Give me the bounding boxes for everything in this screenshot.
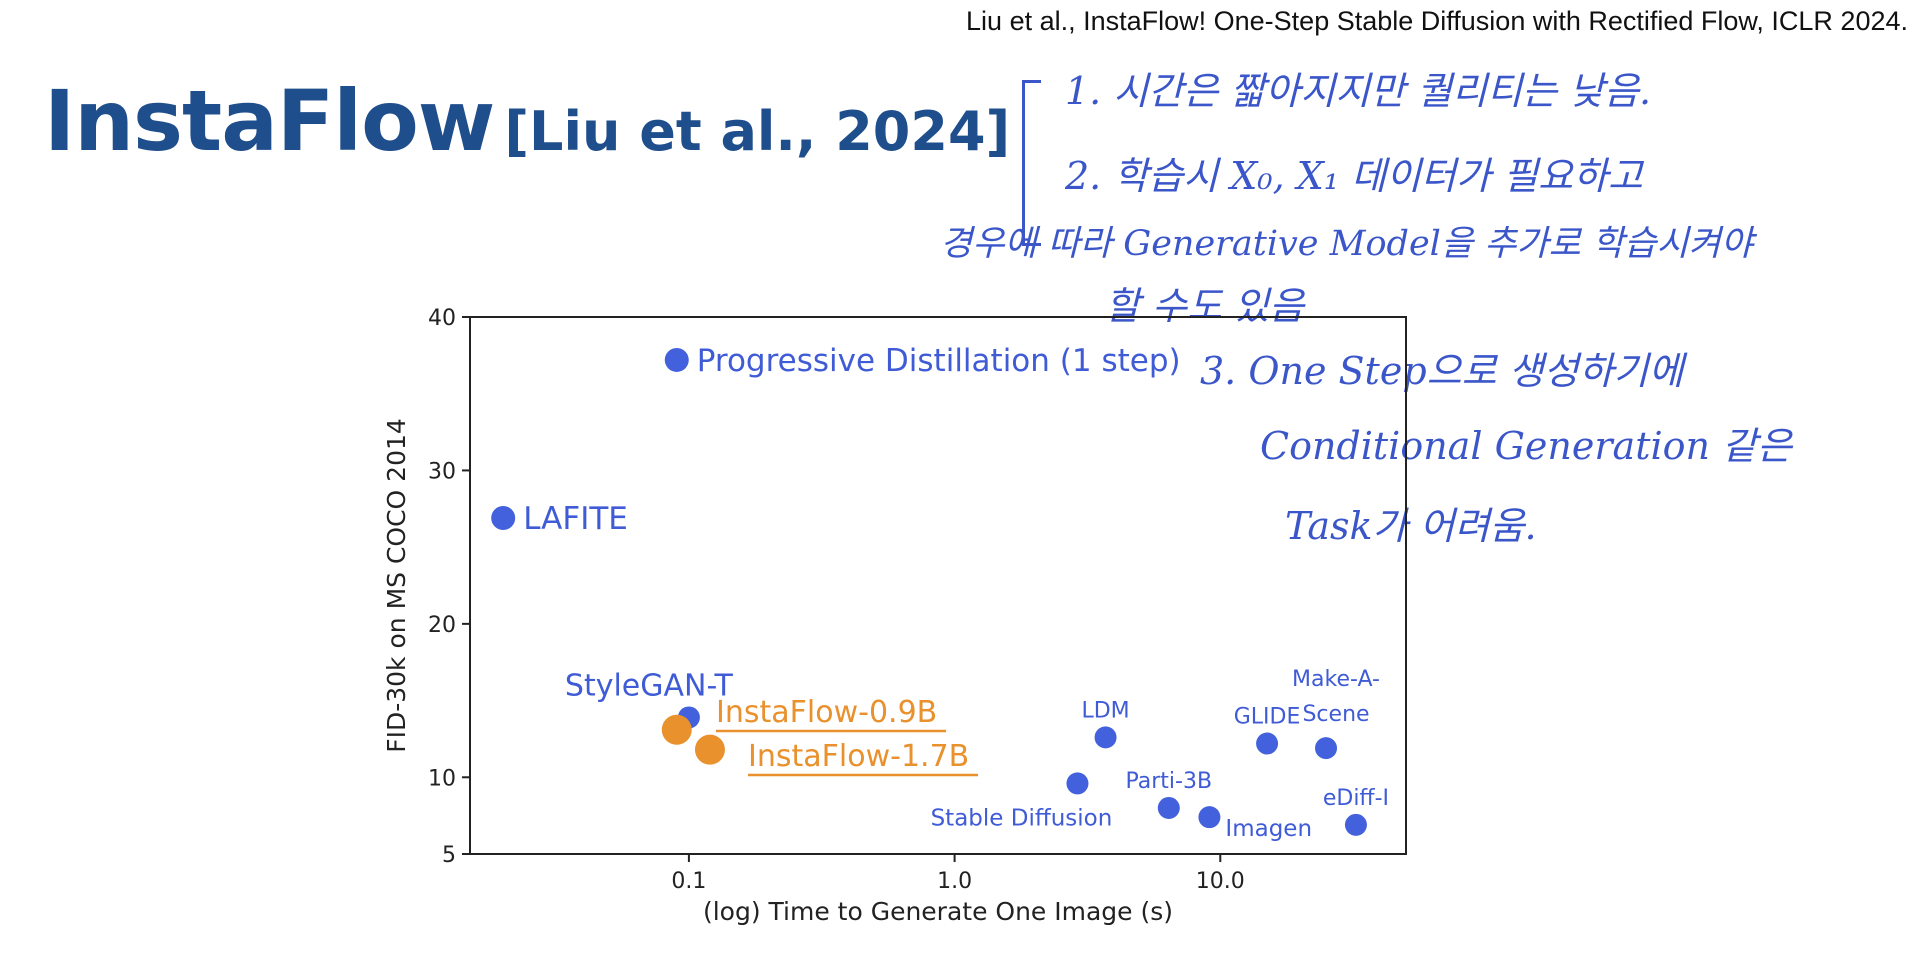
note-line-7: Task가 어려움. bbox=[1285, 504, 1537, 548]
y-axis-label: FID-30k on MS COCO 2014 bbox=[382, 418, 411, 753]
instaflow-1-7b-label: InstaFlow-1.7B bbox=[748, 739, 969, 774]
note-line-2: 2. 학습시 X₀, X₁ 데이터가 필요하고 bbox=[1065, 154, 1643, 198]
x-tick-label: 0.1 bbox=[671, 869, 706, 894]
stylegan-t-label: StyleGAN-T bbox=[565, 668, 734, 703]
y-tick-label: 30 bbox=[428, 459, 456, 484]
note-bracket bbox=[1022, 80, 1041, 246]
handwritten-notes: 1. 시간은 짧아지지만 퀄리티는 낮음. 2. 학습시 X₀, X₁ 데이터가… bbox=[930, 40, 1912, 560]
data-point bbox=[1315, 737, 1338, 760]
data-point bbox=[1094, 726, 1117, 749]
data-point bbox=[491, 505, 516, 530]
data-point bbox=[664, 347, 689, 372]
instaflow-0-9b-label: InstaFlow-0.9B bbox=[716, 695, 937, 730]
stable-diffusion-label: Stable Diffusion bbox=[931, 805, 1113, 831]
note-line-6: Conditional Generation 같은 bbox=[1260, 424, 1792, 468]
chart-axes: 0.1 1.0 10.0 5 10 20 30 40 (log) Time to Generat… bbox=[382, 306, 1407, 926]
chart-labels: Progressive Distillation (1 step) LAFITE S… bbox=[523, 343, 1389, 842]
chart-marks bbox=[491, 347, 1367, 836]
imagen-label: Imagen bbox=[1225, 816, 1312, 842]
ediff-i-label: eDiff-I bbox=[1323, 786, 1389, 811]
data-point bbox=[1198, 806, 1221, 829]
parti-3b-label: Parti-3B bbox=[1126, 769, 1213, 794]
data-point bbox=[661, 714, 692, 745]
y-tick-label: 40 bbox=[428, 306, 456, 331]
note-line-4: 할 수도 있음 bbox=[1105, 284, 1304, 328]
ldm-label: LDM bbox=[1081, 698, 1129, 723]
make-a-scene-label: Make-A-Scene bbox=[1292, 667, 1380, 727]
data-point bbox=[1344, 813, 1367, 836]
note-line-3: 경우에 따라 Generative Model을 추가로 학습시켜야 bbox=[940, 224, 1753, 264]
y-tick-label: 10 bbox=[428, 766, 456, 791]
lafite-label: LAFITE bbox=[523, 501, 628, 537]
y-tick-label: 5 bbox=[442, 843, 456, 868]
plot-frame bbox=[469, 316, 1407, 855]
x-axis-label: (log) Time to Generate One Image (s) bbox=[703, 897, 1173, 926]
note-line-1: 1. 시간은 짧아지지만 퀄리티는 낮음. bbox=[1065, 69, 1652, 113]
x-tick-label: 1.0 bbox=[937, 869, 972, 894]
citation: Liu et al., InstaFlow! One-Step Stable D… bbox=[966, 6, 1908, 36]
data-point bbox=[1157, 796, 1180, 819]
note-line-5: 3. One Step으로 생성하기에 bbox=[1200, 349, 1684, 393]
y-tick-label: 20 bbox=[428, 613, 456, 638]
title-main: InstaFlow bbox=[44, 72, 495, 170]
data-point bbox=[1066, 772, 1089, 795]
page-title: InstaFlow [Liu et al., 2024] bbox=[44, 72, 1010, 170]
data-point bbox=[1256, 732, 1279, 755]
title-reference: [Liu et al., 2024] bbox=[504, 100, 1011, 163]
x-tick-label: 10.0 bbox=[1196, 869, 1245, 894]
progressive-distillation-1-step-label: Progressive Distillation (1 step) bbox=[697, 343, 1181, 379]
glide-label: GLIDE bbox=[1234, 705, 1301, 730]
data-point bbox=[694, 734, 725, 765]
